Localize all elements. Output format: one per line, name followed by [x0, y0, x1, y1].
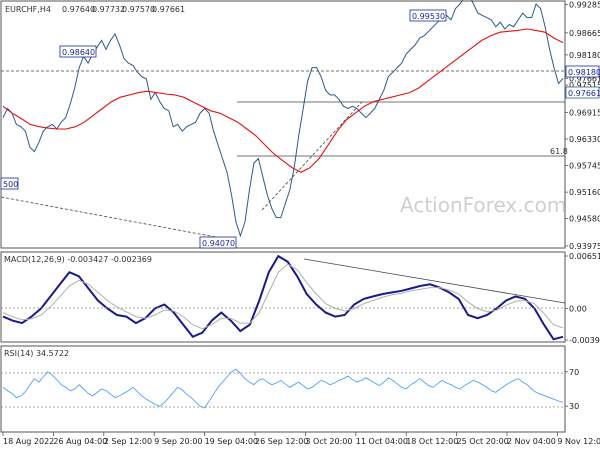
y-tick-label: 70	[569, 368, 579, 377]
y-tick-label: 0.93975	[569, 242, 600, 251]
rsi-y-ticks: 70 30	[565, 368, 579, 411]
x-tick-label: 26 Aug 04:00	[53, 437, 107, 446]
x-tick-label: 11 Oct 04:00	[356, 437, 408, 446]
y-tick-label: 0.98665	[569, 29, 600, 38]
y-tick-label: 0.006513	[569, 252, 600, 261]
open-value: 0.97640	[62, 5, 95, 14]
high-annotation: 0.98640	[60, 46, 96, 57]
y-tick-label: 0.00	[569, 305, 587, 314]
y-tick-label: 0.98180	[569, 51, 600, 60]
left-cut-annotation: 500	[1, 178, 18, 189]
x-tick-label: 26 Sep 12:00	[255, 437, 308, 446]
low-value: 0.97570	[122, 5, 155, 14]
close-value: 0.97661	[152, 5, 185, 14]
rsi-panel	[1, 346, 565, 432]
macd-panel	[1, 252, 565, 342]
x-tick-label: 19 Sep 04:00	[205, 437, 258, 446]
current-price-label: 0.97661	[568, 89, 600, 98]
y-tick-label: 0.96915	[569, 108, 600, 117]
watermark: ActionForex.com	[400, 193, 566, 217]
macd-y-ticks: 0.006513 0.00 -0.003901	[565, 252, 600, 345]
x-tick-label: 18 Aug 2022	[3, 437, 54, 446]
x-tick-label: 18 Oct 12:00	[406, 437, 458, 446]
top-annotation: 0.99530	[410, 10, 446, 21]
x-tick-label: 2 Nov 04:00	[507, 437, 556, 446]
y-tick-label: 0.94580	[569, 215, 600, 224]
high-annotation-label: 0.98640	[62, 48, 95, 57]
y-tick-label: -0.003901	[569, 336, 600, 345]
x-tick-label: 2 Sep 12:00	[104, 437, 152, 446]
macd-title: MACD(12,26,9) -0.003427 -0.002369	[4, 255, 152, 264]
top-annotation-label: 0.99530	[412, 12, 445, 21]
current-price-marker: 0.97661	[566, 87, 600, 98]
y-tick-label: 0.96330	[569, 135, 600, 144]
price-y-ticks: 0.992850.986650.981800.976610.975150.969…	[565, 1, 600, 251]
symbol-label: EURCHF,H4	[5, 5, 51, 14]
fib-label: 61.8	[550, 147, 568, 156]
y-tick-label: 30	[569, 402, 579, 411]
low-annotation: 0.94070	[200, 237, 236, 248]
x-tick-label: 25 Oct 20:00	[457, 437, 509, 446]
high-value: 0.97732	[92, 5, 125, 14]
level-marker-label: 0.98180	[568, 68, 600, 77]
low-annotation-label: 0.94070	[202, 239, 235, 248]
ohlc-header: EURCHF,H4 0.97640 0.97732 0.97570 0.9766…	[5, 5, 185, 14]
y-tick-label: 0.95160	[569, 188, 600, 197]
left-cut-label: 500	[3, 180, 18, 189]
rsi-title: RSI(14) 34.5722	[4, 349, 69, 358]
x-tick-label: 3 Oct 20:00	[305, 437, 352, 446]
x-tick-label: 9 Nov 12:00	[557, 437, 600, 446]
x-tick-label: 9 Sep 20:00	[154, 437, 202, 446]
y-tick-label: 0.99285	[569, 1, 600, 10]
level-marker: 0.98180	[566, 66, 600, 77]
y-tick-label: 0.95745	[569, 162, 600, 171]
